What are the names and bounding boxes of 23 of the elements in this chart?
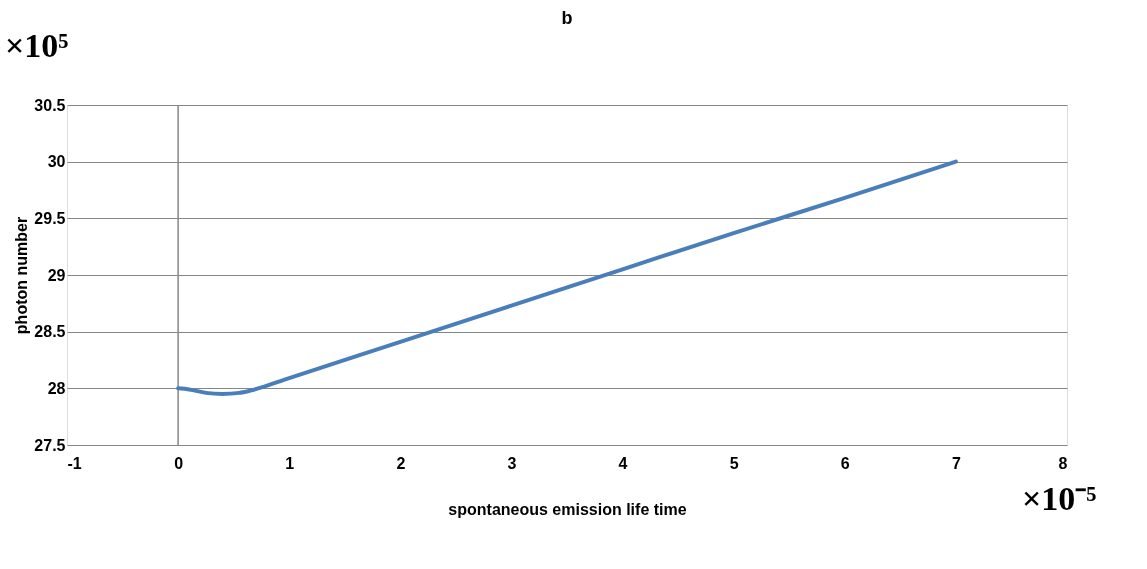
y-axis-title: photon number <box>13 216 31 335</box>
x-tick-label: 2 <box>396 454 406 472</box>
x-tick-label: 6 <box>840 454 850 472</box>
text: ×10⁻⁵ <box>1022 480 1097 517</box>
line-series <box>176 159 958 396</box>
y-tick-label: 28.5 <box>34 323 66 341</box>
x-tick-label: 5 <box>729 454 739 472</box>
x-tick-label: 8 <box>1058 454 1068 472</box>
x-tick-label: 7 <box>951 454 961 472</box>
y-tick-label: 27.5 <box>34 436 66 454</box>
x-tick-label: 4 <box>618 454 628 472</box>
y-tick-label: 30.5 <box>34 96 66 114</box>
y-tick-label: 29.5 <box>34 209 66 227</box>
x-tick-label: 1 <box>285 454 295 472</box>
x-tick-label: 0 <box>174 454 184 472</box>
chart-title: b <box>561 8 573 28</box>
y-tick-label: 30 <box>47 153 66 171</box>
x-tick-label: -1 <box>67 454 82 472</box>
y-tick-label: 29 <box>47 266 66 284</box>
y-tick-label: 28 <box>47 379 66 397</box>
text: ×10⁵ <box>5 27 69 64</box>
x-tick-label: 3 <box>507 454 517 472</box>
x-axis-title: spontaneous emission life time <box>448 500 687 518</box>
